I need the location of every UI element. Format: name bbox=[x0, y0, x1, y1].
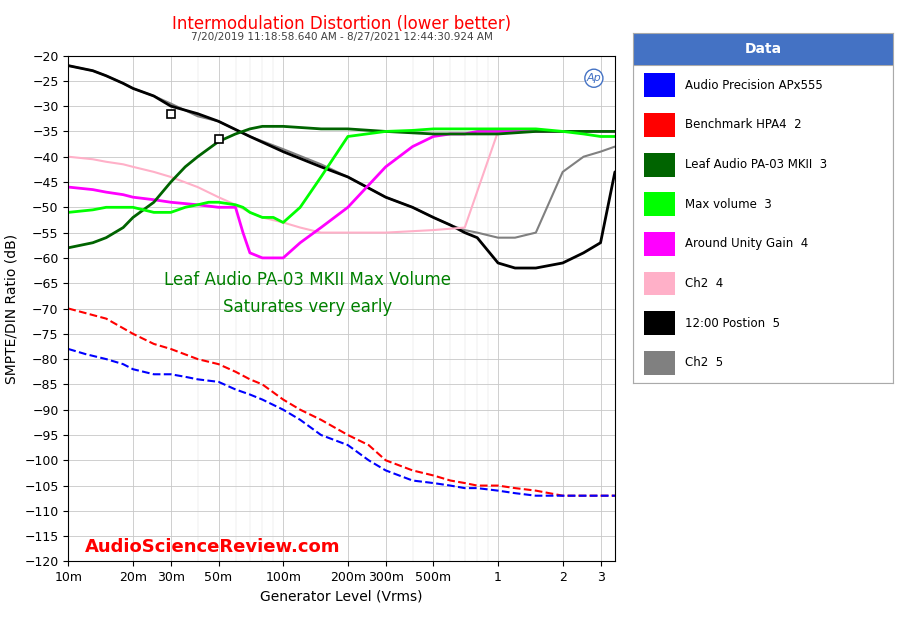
Text: Benchmark HPA4  2: Benchmark HPA4 2 bbox=[685, 118, 802, 131]
Text: Intermodulation Distortion (lower better): Intermodulation Distortion (lower better… bbox=[172, 15, 511, 33]
Text: AudioScienceReview.com: AudioScienceReview.com bbox=[86, 539, 341, 557]
Bar bbox=[643, 193, 675, 216]
Bar bbox=[643, 153, 675, 176]
Text: Audio Precision APx555: Audio Precision APx555 bbox=[685, 79, 823, 92]
Text: Max volume  3: Max volume 3 bbox=[685, 197, 772, 210]
Bar bbox=[643, 73, 675, 97]
Y-axis label: SMPTE/DIN Ratio (dB): SMPTE/DIN Ratio (dB) bbox=[5, 233, 18, 384]
Text: 12:00 Postion  5: 12:00 Postion 5 bbox=[685, 317, 780, 329]
Text: Ch2  5: Ch2 5 bbox=[685, 356, 723, 369]
Bar bbox=[643, 113, 675, 137]
Text: 7/20/2019 11:18:58.640 AM - 8/27/2021 12:44:30.924 AM: 7/20/2019 11:18:58.640 AM - 8/27/2021 12… bbox=[190, 32, 493, 42]
Bar bbox=[643, 351, 675, 375]
Text: Leaf Audio PA-03 MKII  3: Leaf Audio PA-03 MKII 3 bbox=[685, 158, 827, 171]
Text: Ch2  4: Ch2 4 bbox=[685, 277, 723, 290]
Text: Ap: Ap bbox=[587, 73, 601, 83]
Text: Leaf Audio PA-03 MKII Max Volume
Saturates very early: Leaf Audio PA-03 MKII Max Volume Saturat… bbox=[164, 271, 451, 315]
Text: Data: Data bbox=[744, 43, 782, 56]
Text: Around Unity Gain  4: Around Unity Gain 4 bbox=[685, 238, 808, 251]
X-axis label: Generator Level (Vrms): Generator Level (Vrms) bbox=[261, 590, 423, 604]
Bar bbox=[643, 312, 675, 335]
Bar bbox=[643, 232, 675, 256]
Bar bbox=[643, 271, 675, 296]
